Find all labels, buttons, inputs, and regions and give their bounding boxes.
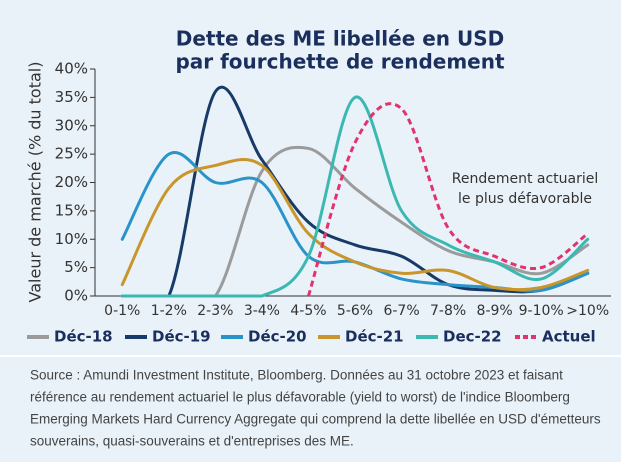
y-tick-label: 15%: [55, 201, 88, 219]
series-line: [307, 102, 589, 297]
chart-title: par fourchette de rendement: [175, 50, 505, 74]
y-axis-label: Valeur de marché (% du total): [26, 62, 45, 303]
y-tick-label: 5%: [64, 258, 88, 276]
x-tick-label: 1-2%: [151, 303, 187, 319]
source: référence au rendement actuariel le plus…: [30, 390, 570, 405]
y-tick-label: 10%: [55, 230, 88, 248]
x-tick-label: 7-8%: [430, 303, 466, 319]
legend-label: Déc-18: [54, 328, 113, 346]
x-tick-label: 8-9%: [477, 303, 513, 319]
chart-title: Dette des ME libellée en USD: [176, 27, 505, 51]
legend-label: Actuel: [542, 328, 596, 346]
series-line: [120, 95, 590, 298]
x-tick-label: 2-3%: [197, 303, 233, 319]
source: Source : Amundi Investment Institute, Bl…: [30, 368, 563, 383]
x-tick-label: 9-10%: [519, 303, 564, 319]
x-tick-label: 4-5%: [290, 303, 326, 319]
y-tick-label: 40%: [55, 60, 88, 78]
legend-label: Déc-20: [248, 328, 307, 346]
annotation: Rendement actuariel: [452, 171, 599, 187]
x-tick-label: 6-7%: [383, 303, 419, 319]
x-tick-label: 5-6%: [337, 303, 373, 319]
series-line: [120, 157, 590, 292]
y-tick-label: 20%: [55, 173, 88, 191]
y-tick-label: 0%: [64, 287, 88, 305]
source: souverains, quasi-souverains et d'entrep…: [30, 434, 354, 449]
legend-label: Dec-22: [443, 328, 502, 346]
x-tick-label: 0-1%: [104, 303, 140, 319]
source: Emerging Markets Hard Currency Aggregate…: [30, 412, 601, 427]
legend-label: Déc-21: [345, 328, 404, 346]
x-tick-label: 3-4%: [244, 303, 280, 319]
annotation: le plus défavorable: [458, 191, 592, 207]
y-tick-label: 30%: [55, 116, 88, 134]
legend-label: Déc-19: [152, 328, 211, 346]
y-tick-label: 35%: [55, 88, 88, 106]
y-tick-label: 25%: [55, 145, 88, 163]
x-tick-label: >10%: [566, 303, 609, 319]
